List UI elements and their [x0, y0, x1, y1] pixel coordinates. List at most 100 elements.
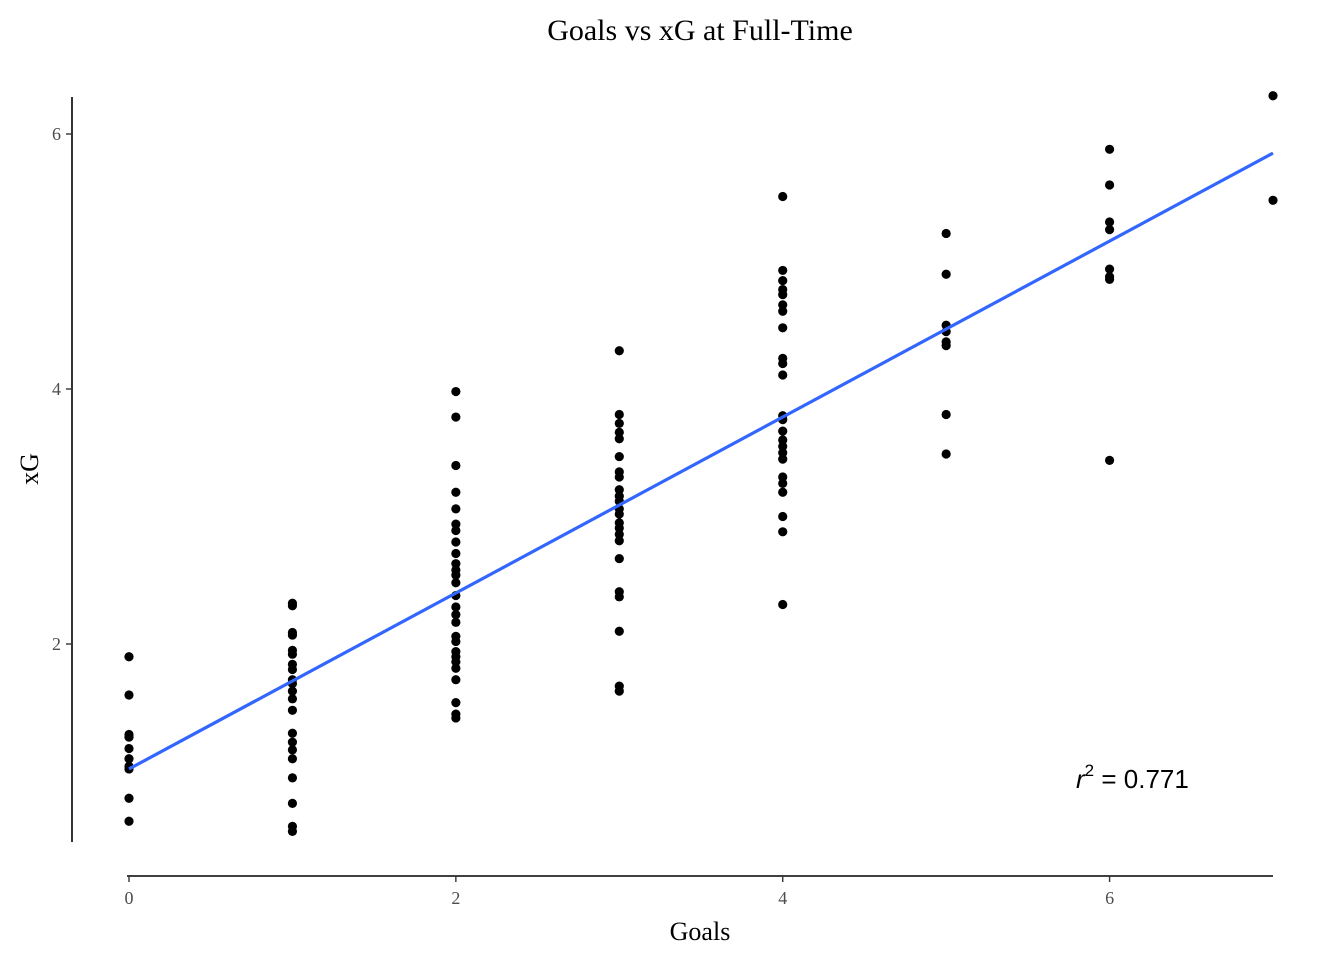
data-point: [614, 485, 624, 495]
y-axis-title: xG: [15, 453, 44, 485]
data-point: [778, 441, 788, 451]
data-point: [614, 472, 624, 482]
data-point: [1104, 455, 1115, 465]
r-squared-annotation: r2 = 0.771: [1076, 761, 1189, 794]
data-point: [614, 346, 624, 356]
data-point: [778, 478, 788, 488]
data-point: [287, 798, 298, 808]
data-point: [614, 536, 624, 546]
data-point: [614, 626, 624, 636]
data-point: [1104, 217, 1115, 227]
data-point: [451, 519, 461, 529]
data-point: [451, 578, 461, 588]
y-tick-label: 4: [52, 379, 61, 399]
data-point: [778, 527, 788, 537]
data-point: [1268, 195, 1278, 205]
data-point: [778, 448, 788, 458]
data-point: [287, 686, 298, 696]
data-point: [124, 754, 134, 764]
data-point: [287, 745, 298, 755]
data-point: [124, 652, 134, 662]
data-point: [287, 737, 298, 747]
data-point: [451, 548, 461, 559]
data-point: [287, 773, 298, 783]
data-point: [287, 630, 298, 640]
data-point: [941, 449, 951, 459]
data-point: [124, 816, 134, 826]
data-point: [614, 553, 624, 564]
data-point: [451, 602, 461, 612]
data-point: [451, 386, 461, 397]
data-point: [614, 592, 624, 602]
r-squared-superscript: 2: [1085, 761, 1094, 780]
data-point: [614, 409, 624, 420]
data-point: [778, 276, 788, 286]
data-point: [287, 694, 298, 704]
data-point: [778, 426, 788, 436]
data-point: [287, 601, 298, 611]
data-point: [614, 451, 624, 462]
chart-title: Goals vs xG at Full-Time: [547, 14, 853, 47]
data-point: [451, 504, 461, 514]
data-point: [778, 487, 788, 497]
data-point: [1104, 180, 1115, 190]
data-point: [778, 370, 788, 380]
data-point: [451, 636, 461, 647]
data-point: [287, 664, 298, 675]
data-point: [287, 728, 298, 738]
data-point: [614, 434, 624, 444]
x-tick-label: 6: [1105, 888, 1114, 908]
data-point: [451, 610, 461, 620]
data-point: [287, 826, 298, 837]
data-point: [614, 529, 624, 539]
data-point: [451, 698, 461, 708]
data-point: [451, 412, 461, 422]
data-point: [1104, 264, 1115, 274]
data-point: [778, 323, 788, 333]
data-point: [941, 269, 951, 279]
data-point: [778, 472, 788, 482]
data-point: [1104, 274, 1115, 284]
data-point: [451, 487, 461, 497]
data-point: [287, 705, 298, 715]
data-point: [1268, 91, 1278, 101]
data-point: [614, 523, 624, 533]
data-point: [451, 713, 461, 723]
data-point: [1104, 144, 1115, 154]
data-point: [941, 409, 951, 420]
regression-line: [128, 151, 1274, 771]
data-point: [124, 732, 134, 742]
data-point: [451, 663, 461, 673]
data-point: [287, 754, 298, 764]
y-tick-label: 2: [52, 634, 61, 654]
data-point: [451, 525, 461, 536]
r-squared-prefix: r: [1076, 764, 1086, 794]
data-point: [124, 743, 134, 754]
data-point: [451, 657, 461, 667]
data-point: [614, 418, 624, 429]
data-points: [124, 91, 1278, 837]
x-tick-label: 0: [125, 888, 134, 908]
data-point: [451, 570, 461, 580]
data-point: [778, 290, 788, 300]
data-point: [778, 306, 788, 316]
data-point: [778, 454, 788, 464]
data-point: [778, 300, 788, 310]
data-point: [614, 427, 624, 437]
data-point: [124, 793, 134, 803]
x-axis-title: Goals: [670, 917, 731, 946]
data-point: [778, 511, 788, 522]
x-tick-label: 4: [778, 888, 787, 908]
y-axis-ticks: 2 4 6: [52, 124, 72, 654]
data-point: [124, 690, 134, 700]
data-point: [451, 559, 461, 569]
data-point: [778, 435, 788, 445]
data-point: [451, 675, 461, 685]
x-tick-label: 2: [451, 888, 460, 908]
data-point: [451, 537, 461, 547]
data-point: [778, 599, 788, 610]
data-point: [941, 341, 951, 351]
data-point: [778, 358, 788, 369]
data-point: [778, 191, 788, 202]
